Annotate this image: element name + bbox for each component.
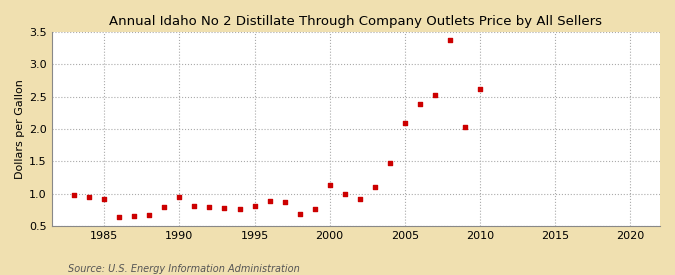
Point	[174, 195, 185, 199]
Point	[234, 207, 245, 211]
Y-axis label: Dollars per Gallon: Dollars per Gallon	[15, 79, 25, 179]
Point	[324, 183, 335, 187]
Point	[99, 197, 110, 201]
Text: Source: U.S. Energy Information Administration: Source: U.S. Energy Information Administ…	[68, 264, 299, 274]
Point	[400, 121, 410, 125]
Point	[219, 206, 230, 211]
Point	[114, 215, 125, 219]
Point	[279, 200, 290, 204]
Point	[249, 204, 260, 209]
Point	[309, 207, 320, 211]
Point	[144, 213, 155, 217]
Title: Annual Idaho No 2 Distillate Through Company Outlets Price by All Sellers: Annual Idaho No 2 Distillate Through Com…	[109, 15, 602, 28]
Point	[460, 125, 470, 129]
Point	[69, 193, 80, 197]
Point	[429, 93, 440, 98]
Point	[340, 191, 350, 196]
Point	[354, 197, 365, 202]
Point	[444, 38, 455, 43]
Point	[294, 212, 305, 216]
Point	[129, 214, 140, 218]
Point	[475, 87, 485, 92]
Point	[84, 195, 95, 199]
Point	[159, 205, 170, 209]
Point	[189, 204, 200, 209]
Point	[264, 199, 275, 204]
Point	[369, 185, 380, 189]
Point	[414, 102, 425, 106]
Point	[204, 205, 215, 209]
Point	[384, 161, 395, 165]
